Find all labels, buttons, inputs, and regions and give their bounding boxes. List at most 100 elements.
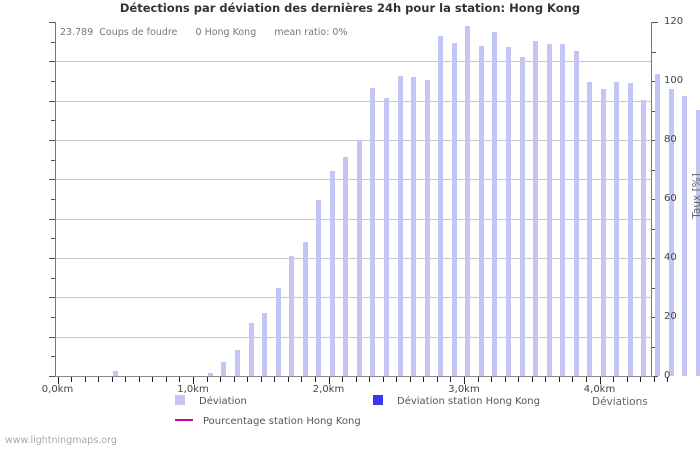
- y-axis-tick-right: [652, 22, 658, 23]
- bar[interactable]: [356, 139, 362, 376]
- bar[interactable]: [234, 350, 240, 376]
- x-axis-minor-tick: [558, 377, 560, 382]
- bar[interactable]: [505, 47, 511, 376]
- x-axis-minor-tick: [301, 377, 303, 382]
- x-axis-minor-tick: [572, 377, 574, 382]
- y-axis-tick-label-right: 20: [664, 311, 677, 322]
- y-axis-tick-left: [49, 258, 55, 259]
- gridline: [56, 61, 651, 63]
- bar[interactable]: [275, 287, 281, 376]
- bar[interactable]: [465, 25, 471, 376]
- x-axis-minor-tick: [220, 377, 222, 382]
- bar[interactable]: [329, 170, 335, 376]
- x-axis-tick-label: 4,0km: [583, 384, 616, 395]
- gridline: [56, 100, 651, 102]
- bar[interactable]: [302, 241, 308, 376]
- x-axis-minor-tick: [653, 377, 655, 382]
- plot-area: [49, 22, 700, 377]
- bar[interactable]: [573, 50, 579, 376]
- bar[interactable]: [682, 95, 688, 376]
- bar[interactable]: [113, 370, 118, 376]
- bar[interactable]: [519, 56, 525, 376]
- y-axis-tick-left: [49, 376, 55, 377]
- bar[interactable]: [587, 81, 593, 376]
- bar[interactable]: [695, 110, 700, 376]
- x-axis-minor-tick: [382, 377, 384, 382]
- bar[interactable]: [546, 43, 552, 376]
- bar[interactable]: [655, 74, 660, 376]
- x-axis-minor-tick: [84, 377, 86, 382]
- gridline: [56, 258, 651, 259]
- x-axis-minor-tick: [247, 377, 249, 382]
- y-axis-tick-label-right: 40: [664, 252, 677, 263]
- gridline: [56, 297, 651, 299]
- bar[interactable]: [492, 31, 498, 376]
- bar[interactable]: [248, 322, 254, 376]
- legend-label-percentage-station: Pourcentage station Hong Kong: [203, 416, 361, 427]
- y-axis-tick-left: [49, 297, 55, 299]
- bar[interactable]: [370, 88, 376, 376]
- x-axis-minor-tick: [504, 377, 506, 382]
- y-axis-minor-tick-left: [51, 356, 55, 358]
- bar[interactable]: [614, 82, 620, 376]
- legend-item-deviation[interactable]: Déviation: [175, 395, 247, 407]
- bar[interactable]: [560, 44, 566, 376]
- legend-label-deviation: Déviation: [199, 396, 247, 407]
- x-axis-minor-tick: [640, 377, 642, 382]
- bar[interactable]: [451, 42, 457, 376]
- bar[interactable]: [438, 35, 444, 376]
- x-axis-minor-tick: [287, 377, 289, 382]
- bar[interactable]: [384, 97, 389, 376]
- bar[interactable]: [411, 77, 417, 376]
- bar[interactable]: [627, 82, 633, 376]
- y-axis-tick-label-right: 0: [664, 370, 671, 381]
- y-axis-minor-tick-right: [652, 110, 656, 112]
- y-axis-label-left: Nb: [0, 188, 2, 204]
- x-axis-minor-tick: [667, 377, 669, 382]
- gridline: [56, 218, 651, 220]
- bar[interactable]: [533, 41, 539, 376]
- x-axis-tick-label: 2,0km: [312, 384, 345, 395]
- x-axis-minor-tick: [450, 377, 452, 382]
- x-axis-minor-tick: [274, 377, 276, 382]
- x-axis-minor-tick: [125, 377, 127, 382]
- x-axis-minor-tick: [260, 377, 262, 382]
- bar[interactable]: [478, 45, 484, 376]
- y-axis-minor-tick-right: [652, 169, 656, 171]
- gridline: [56, 336, 651, 338]
- bar[interactable]: [641, 99, 647, 376]
- x-axis-major-tick: [599, 377, 601, 384]
- bar[interactable]: [600, 88, 606, 376]
- x-axis-minor-tick: [585, 377, 587, 382]
- legend-label-deviation-station: Déviation station Hong Kong: [397, 396, 540, 407]
- bar[interactable]: [262, 313, 268, 376]
- bar[interactable]: [316, 200, 322, 376]
- bar[interactable]: [207, 372, 213, 376]
- x-axis-minor-tick: [545, 377, 547, 382]
- x-axis-major-tick: [328, 377, 330, 384]
- legend-item-percentage-station[interactable]: Pourcentage station Hong Kong: [175, 416, 361, 427]
- y-axis-tick-left: [49, 218, 55, 220]
- x-axis-minor-tick: [409, 377, 411, 382]
- legend-item-deviation-station[interactable]: Déviation station Hong Kong: [373, 395, 540, 407]
- y-axis-minor-tick-right: [652, 228, 656, 230]
- y-axis-tick-left: [49, 179, 55, 181]
- bar[interactable]: [668, 88, 674, 376]
- y-axis-minor-tick-right: [652, 346, 656, 348]
- plot-baseline: [55, 376, 653, 377]
- x-axis-minor-tick: [396, 377, 398, 382]
- bar[interactable]: [343, 156, 349, 376]
- y-axis-tick-label-right: 100: [664, 75, 684, 86]
- bar[interactable]: [397, 75, 403, 376]
- x-axis-minor-tick: [369, 377, 371, 382]
- x-axis-minor-tick: [531, 377, 533, 382]
- x-axis-minor-tick: [233, 377, 235, 382]
- x-axis-minor-tick: [111, 377, 113, 382]
- y-axis-tick-left: [49, 140, 55, 141]
- x-axis-minor-tick: [98, 377, 100, 382]
- x-axis-minor-tick: [477, 377, 479, 382]
- x-axis-minor-tick: [613, 377, 615, 382]
- bar[interactable]: [221, 361, 227, 376]
- bar[interactable]: [424, 79, 430, 376]
- bar[interactable]: [289, 255, 295, 376]
